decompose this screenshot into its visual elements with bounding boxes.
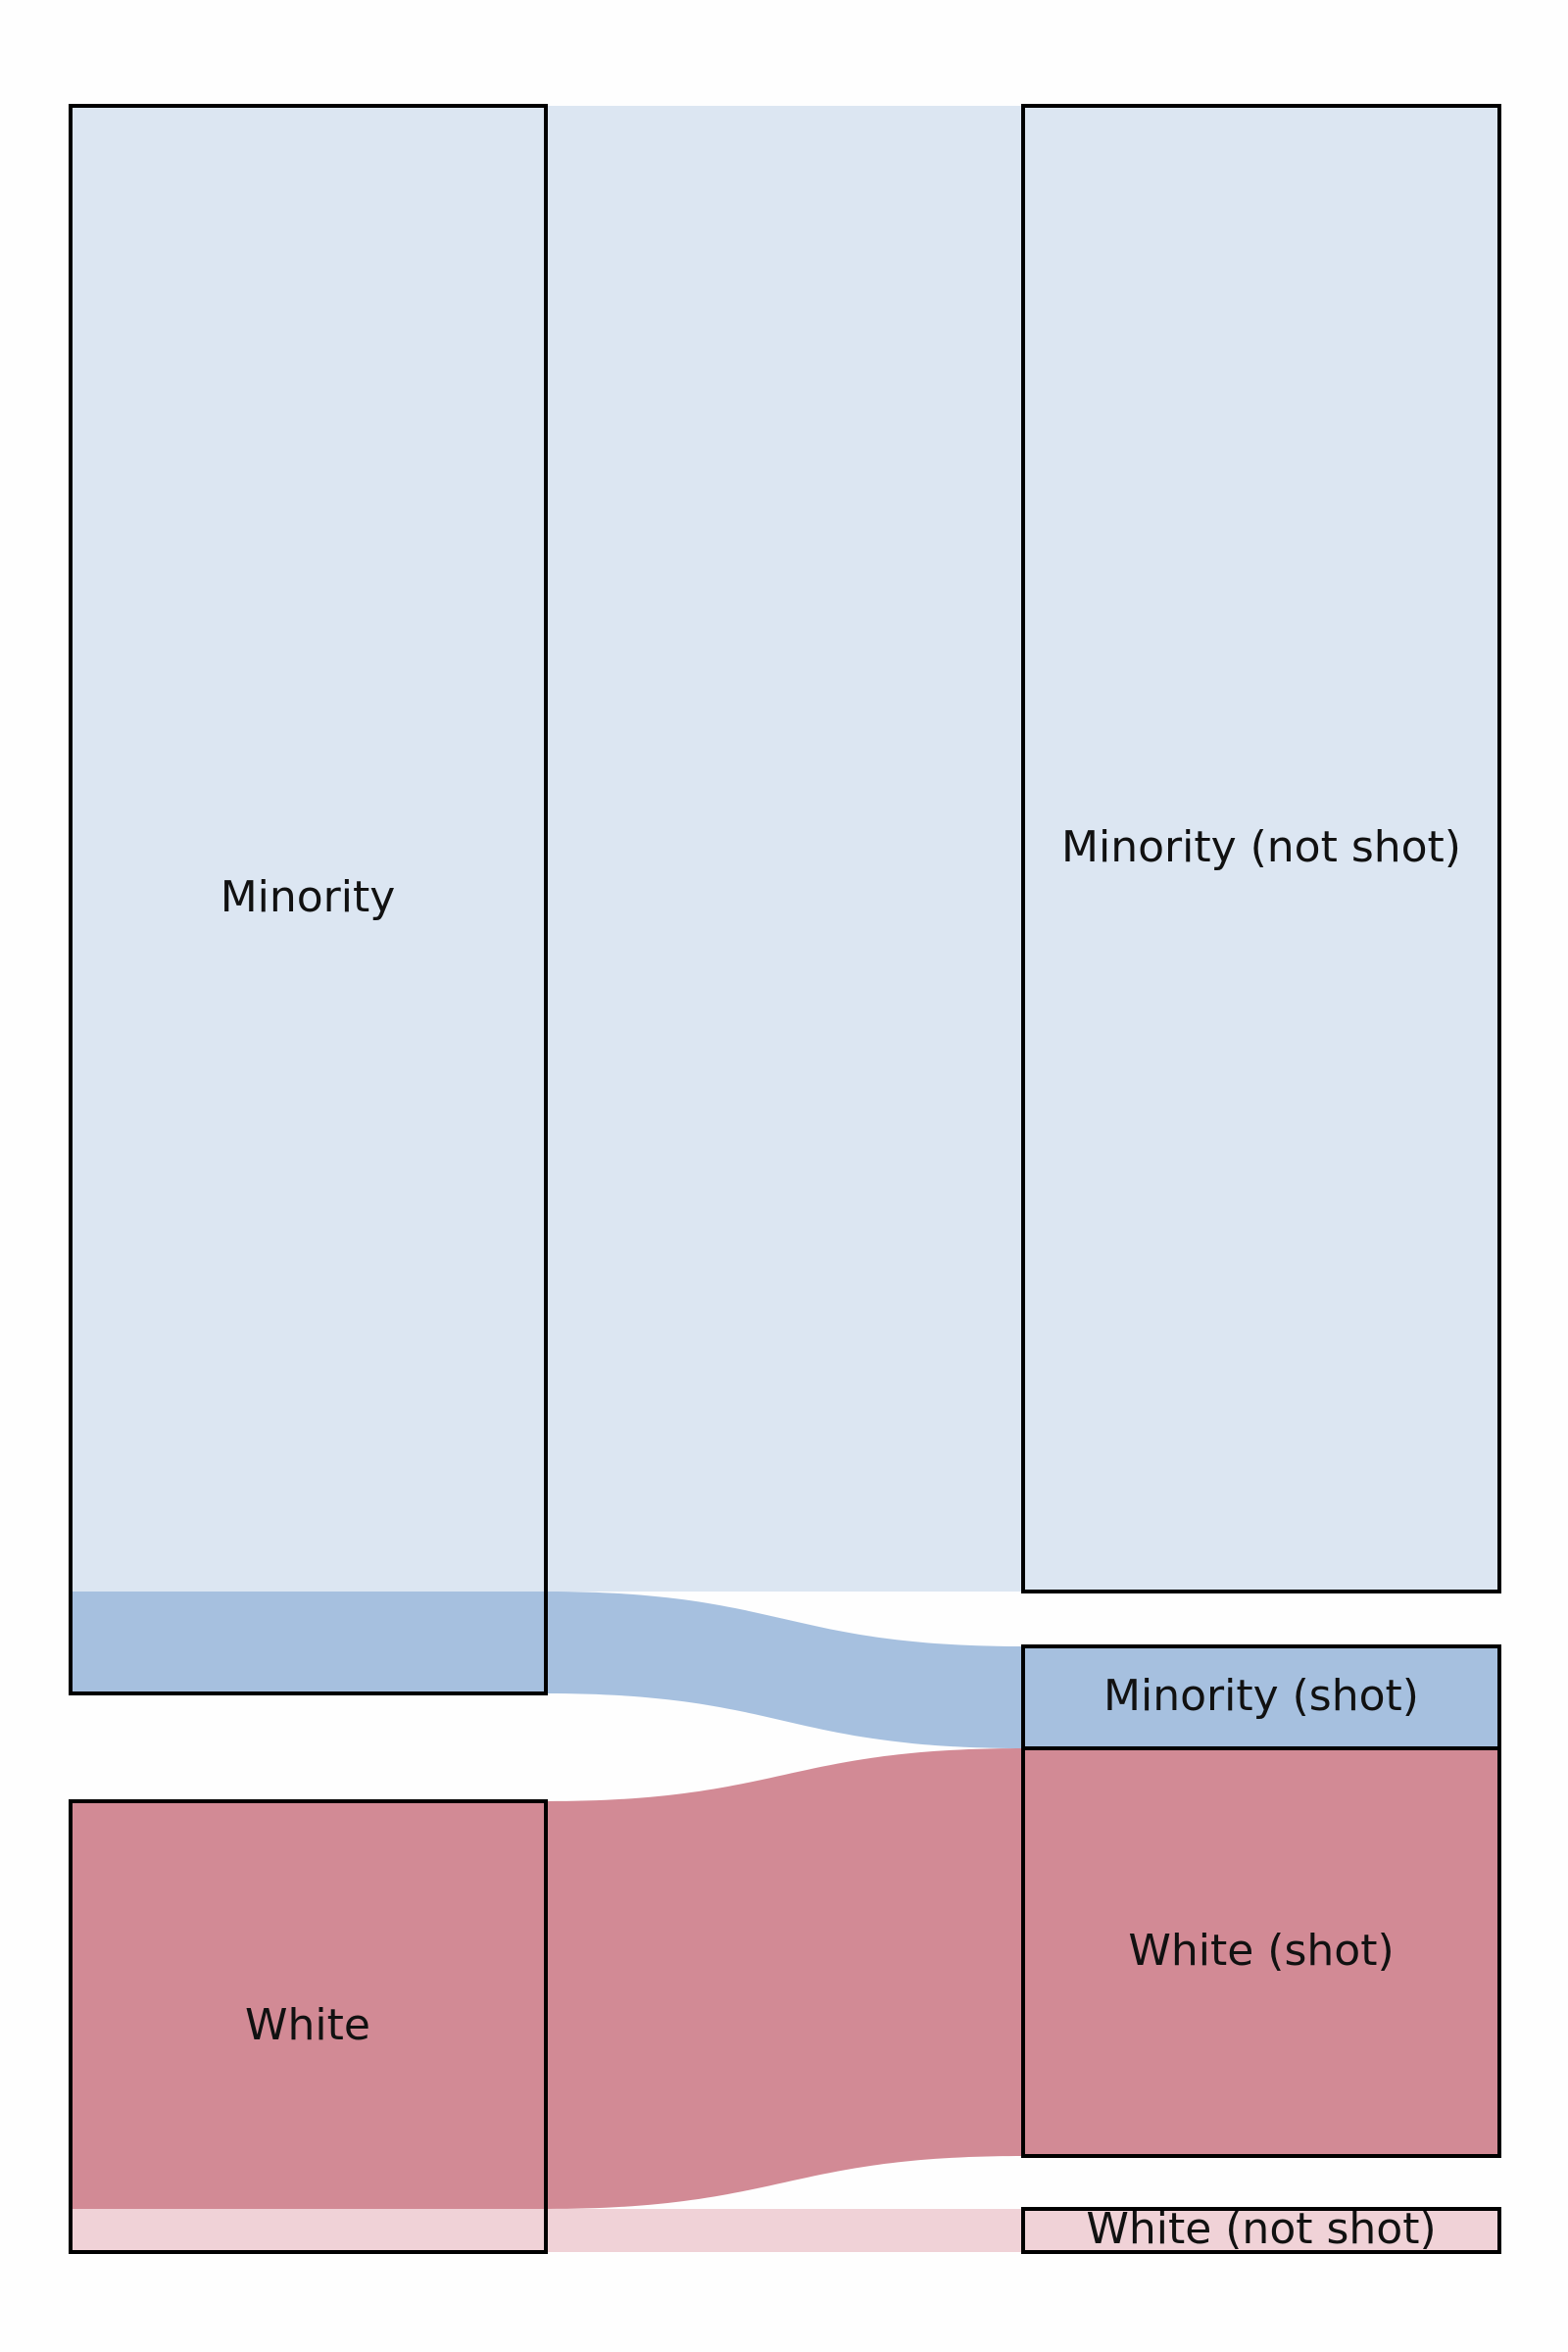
node-white-shot-label: White (shot) [1128, 1926, 1394, 1976]
node-minority-shot-box [1021, 1644, 1501, 1750]
sankey-links [546, 106, 1023, 2252]
link-minority-to-minority-not-shot [546, 106, 1023, 1592]
link-white-to-white-shot [546, 1748, 1023, 2209]
node-minority: Minority [69, 104, 548, 1695]
node-minority-segment-shot [71, 1592, 546, 1693]
node-minority-shot: Minority (shot) [1021, 1644, 1501, 1750]
node-white: White [69, 1799, 548, 2254]
node-white-shot-box [1021, 1746, 1501, 2158]
node-white-shot: White (shot) [1021, 1746, 1501, 2158]
node-white-segment-shot [71, 1801, 546, 2209]
node-minority-not-shot-box [1021, 104, 1501, 1593]
node-white-not-shot: White (not shot) [1021, 2204, 1501, 2254]
node-minority-not-shot: Minority (not shot) [1021, 104, 1501, 1593]
node-white-not-shot-label: White (not shot) [1086, 2204, 1436, 2254]
node-minority-segment-not-shot [71, 106, 546, 1592]
node-white-label: White [245, 2000, 370, 2050]
node-white-border [69, 1799, 548, 2254]
node-white-not-shot-box [1021, 2207, 1501, 2254]
node-minority-not-shot-label: Minority (not shot) [1061, 822, 1461, 872]
link-white-to-white-not-shot [546, 2209, 1023, 2252]
node-minority-shot-label: Minority (shot) [1103, 1671, 1419, 1721]
node-minority-label: Minority [220, 872, 396, 922]
link-minority-to-minority-shot [546, 1592, 1023, 1748]
node-white-segment-not-shot [71, 2209, 546, 2252]
node-minority-border [69, 104, 548, 1695]
